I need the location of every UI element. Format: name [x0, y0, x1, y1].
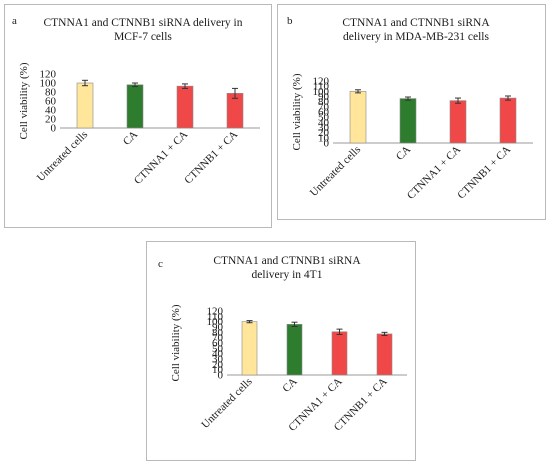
y-axis-label: Cell viability (%) — [291, 73, 303, 150]
y-tick-label: 80 — [212, 327, 224, 339]
chart-title-b-line2: delivery in MDA-MB-231 cells — [343, 31, 489, 43]
bar-1 — [76, 82, 94, 129]
y-tick-label: 20 — [318, 127, 330, 139]
x-tick-label: Untreated cells — [199, 376, 254, 431]
y-tick-label: 120 — [40, 69, 57, 81]
y-tick-label: 0 — [51, 123, 57, 135]
y-tick-label: 0 — [218, 370, 224, 382]
x-tick-label: Untreated cells — [35, 129, 90, 184]
y-tick-label: 70 — [318, 101, 330, 113]
chart-title-a-line1: CTNNA1 and CTNNB1 siRNA delivery in — [43, 17, 243, 29]
chart-title-c-line1: CTNNA1 and CTNNB1 siRNA — [213, 255, 361, 267]
y-tick-label: 100 — [313, 86, 330, 98]
y-tick-label: 90 — [212, 322, 224, 334]
bar-3 — [176, 85, 194, 129]
bar-3 — [331, 331, 348, 376]
y-tick-label: 60 — [45, 96, 57, 108]
chart-panel-a: a CTNNA1 and CTNNB1 siRNA delivery in MC… — [4, 4, 272, 228]
bar-2 — [399, 98, 417, 144]
y-tick-label: 80 — [45, 87, 57, 99]
y-tick-label: 30 — [318, 122, 330, 134]
chart-title-b-line1: CTNNA1 and CTNNB1 siRNA — [342, 17, 490, 29]
y-tick-label: 10 — [318, 132, 330, 144]
chart-title-c: CTNNA1 and CTNNB1 siRNA delivery in 4T1 — [167, 254, 407, 282]
chart-panel-b: b CTNNA1 and CTNNB1 siRNA delivery in MD… — [277, 4, 546, 220]
y-tick-label: 100 — [207, 316, 224, 328]
chart-title-c-line2: delivery in 4T1 — [251, 269, 323, 281]
x-tick-label: CA — [394, 144, 413, 163]
x-tick-label: CA — [121, 129, 140, 148]
y-tick-label: 40 — [212, 348, 224, 360]
y-tick-label: 20 — [212, 359, 224, 371]
y-tick-label: 0 — [324, 138, 330, 150]
bar-4 — [499, 97, 517, 144]
x-tick-label: Untreated cells — [308, 144, 363, 199]
panel-letter-b: b — [287, 15, 293, 27]
bar-3 — [449, 100, 467, 144]
bar-1 — [349, 91, 367, 144]
panel-letter-c: c — [158, 258, 163, 270]
bar-2 — [286, 324, 303, 376]
chart-title-b: CTNNA1 and CTNNB1 siRNA delivery in MDA-… — [298, 16, 534, 44]
y-tick-label: 110 — [207, 311, 224, 323]
y-axis-label: Cell viability (%) — [170, 304, 182, 381]
y-tick-label: 120 — [313, 76, 330, 88]
y-tick-label: 40 — [318, 117, 330, 129]
y-tick-label: 110 — [313, 81, 330, 93]
y-tick-label: 100 — [40, 78, 57, 90]
y-axis-label: Cell viability (%) — [18, 62, 30, 139]
y-tick-label: 120 — [207, 306, 224, 318]
y-tick-label: 30 — [212, 354, 224, 366]
y-tick-label: 50 — [212, 343, 224, 355]
y-tick-label: 60 — [212, 338, 224, 350]
y-tick-label: 40 — [45, 105, 57, 117]
bar-4 — [376, 333, 393, 376]
y-tick-label: 20 — [45, 114, 57, 126]
chart-panel-c: c CTNNA1 and CTNNB1 siRNA delivery in 4T… — [146, 241, 416, 461]
y-tick-label: 60 — [318, 107, 330, 119]
x-tick-label: CTNNB1 + CA — [455, 144, 513, 202]
panel-letter-a: a — [12, 15, 17, 27]
chart-title-a-line2: MCF-7 cells — [114, 31, 172, 43]
y-tick-label: 80 — [318, 96, 330, 108]
y-tick-label: 70 — [212, 332, 224, 344]
x-tick-label: CA — [280, 376, 299, 395]
bar-1 — [241, 321, 258, 376]
chart-title-a: CTNNA1 and CTNNB1 siRNA delivery in MCF-… — [25, 16, 261, 44]
bar-2 — [126, 84, 144, 129]
y-tick-label: 50 — [318, 112, 330, 124]
x-tick-label: CTNNB1 + CA — [182, 129, 240, 187]
y-tick-label: 10 — [212, 364, 224, 376]
y-tick-label: 90 — [318, 91, 330, 103]
